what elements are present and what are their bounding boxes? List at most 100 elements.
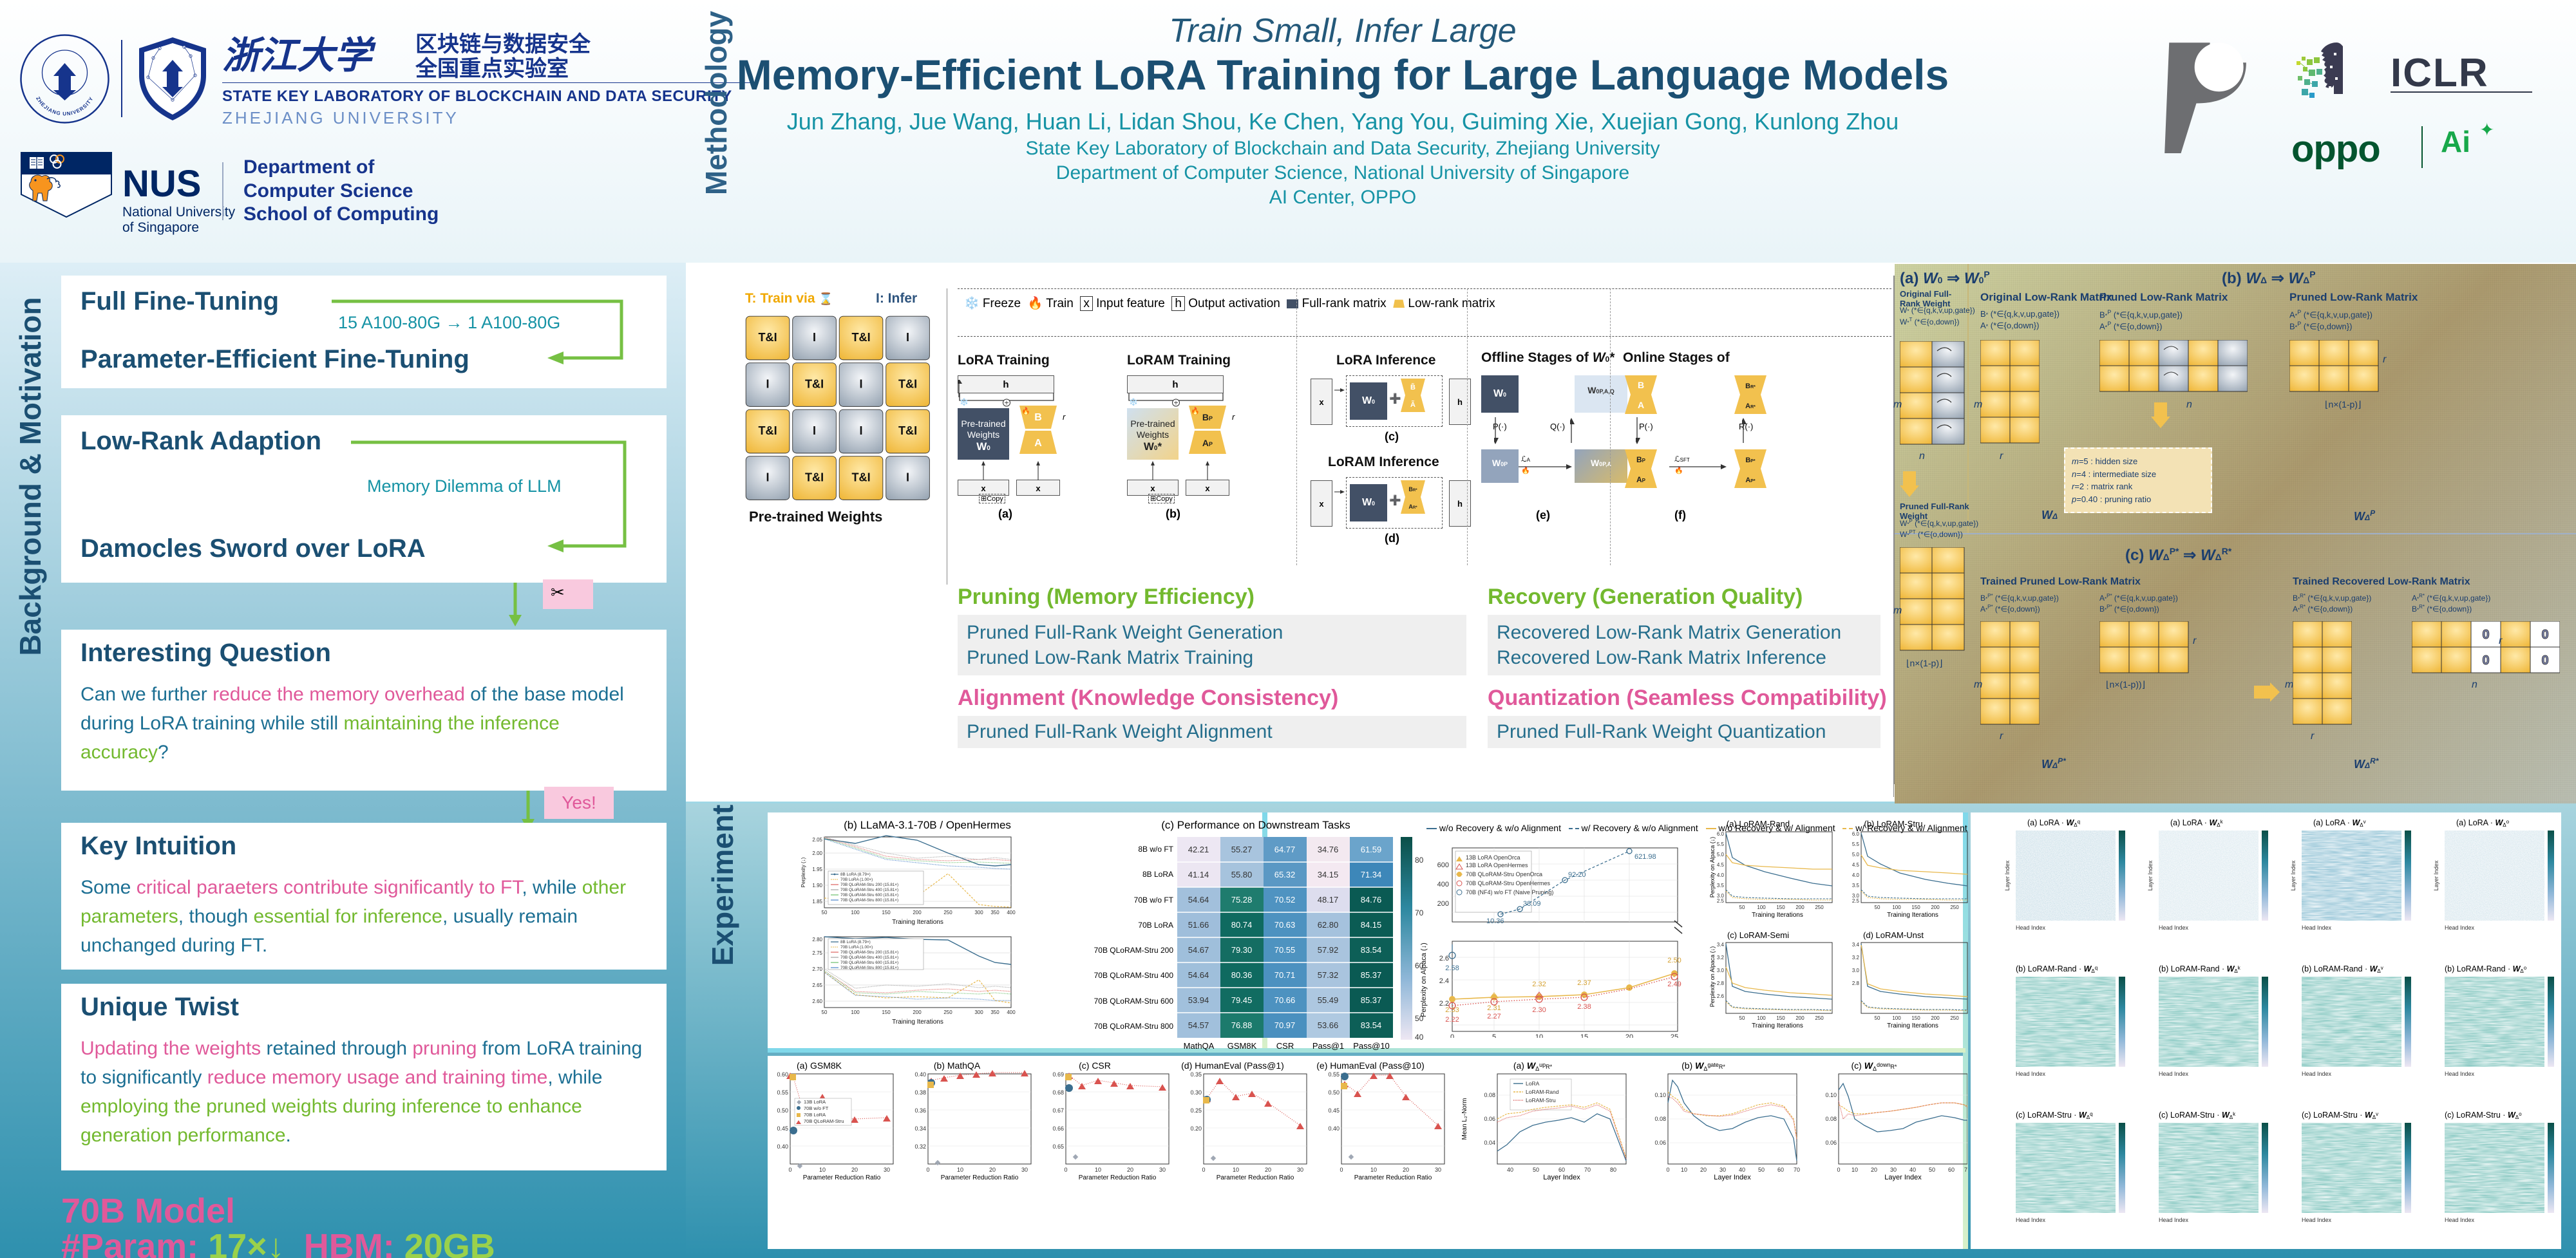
svg-text:83.54: 83.54 bbox=[1361, 1020, 1382, 1030]
svg-text:Layer Index: Layer Index bbox=[2290, 860, 2297, 891]
svg-text:10: 10 bbox=[1095, 1167, 1101, 1173]
svg-text:Layer Index: Layer Index bbox=[1884, 1174, 1922, 1181]
svg-text:1.85: 1.85 bbox=[812, 899, 822, 905]
svg-text:53.94: 53.94 bbox=[1188, 995, 1209, 1005]
svg-text:Head Index: Head Index bbox=[2302, 1071, 2332, 1077]
svg-text:34.15: 34.15 bbox=[1318, 870, 1339, 879]
svg-text:80.74: 80.74 bbox=[1231, 920, 1253, 930]
svg-text:2.4: 2.4 bbox=[1439, 977, 1449, 985]
svg-text:350: 350 bbox=[990, 1009, 999, 1015]
svg-text:10: 10 bbox=[1852, 1167, 1858, 1173]
svg-text:0.40: 0.40 bbox=[777, 1143, 788, 1150]
svg-text:10: 10 bbox=[957, 1167, 963, 1173]
svg-text:48.17: 48.17 bbox=[1318, 895, 1339, 905]
svg-text:0.50: 0.50 bbox=[1328, 1089, 1340, 1096]
svg-text:70B QLoRAM-Stru 800 (15.81×): 70B QLoRAM-Stru 800 (15.81×) bbox=[840, 966, 898, 970]
svg-text:4.0: 4.0 bbox=[1717, 872, 1725, 878]
svg-text:Perplexity (↓): Perplexity (↓) bbox=[800, 857, 806, 887]
svg-text:0.69: 0.69 bbox=[1052, 1071, 1064, 1078]
svg-text:150: 150 bbox=[1776, 905, 1785, 910]
svg-text:Head Index: Head Index bbox=[2302, 1217, 2332, 1223]
svg-text:A: A bbox=[1034, 438, 1042, 449]
svg-text:I: I bbox=[813, 424, 816, 437]
svg-text:0.55: 0.55 bbox=[777, 1089, 788, 1096]
svg-text:0: 0 bbox=[788, 1167, 791, 1173]
svg-text:50: 50 bbox=[1875, 1015, 1880, 1021]
svg-text:0.06: 0.06 bbox=[1484, 1116, 1495, 1122]
svg-text:30: 30 bbox=[1435, 1167, 1441, 1173]
svg-text:250: 250 bbox=[943, 910, 952, 915]
svg-text:0.08: 0.08 bbox=[1825, 1116, 1837, 1122]
svg-text:(c) WΔdownR*: (c) WΔdownR* bbox=[1852, 1061, 1897, 1072]
svg-text:🔥: 🔥 bbox=[1021, 407, 1030, 415]
svg-text:30: 30 bbox=[884, 1167, 890, 1173]
svg-text:Parameter Reduction Ratio: Parameter Reduction Ratio bbox=[1079, 1174, 1157, 1181]
svg-text:2.6: 2.6 bbox=[1717, 993, 1725, 999]
svg-text:50: 50 bbox=[1758, 1167, 1765, 1173]
svg-text:0.20: 0.20 bbox=[1190, 1125, 1202, 1132]
svg-text:70.71: 70.71 bbox=[1274, 970, 1296, 980]
svg-text:70B QLoRAM-Stru 600 (15.81×): 70B QLoRAM-Stru 600 (15.81×) bbox=[840, 893, 898, 897]
svg-text:(b) LoRAM-Rand · WΔk: (b) LoRAM-Rand · WΔk bbox=[2159, 964, 2241, 974]
svg-text:70B QLoRAM-Stru 400 (15.81×): 70B QLoRAM-Stru 400 (15.81×) bbox=[840, 888, 898, 892]
svg-text:70B QLoRAM-Stru 600 (15.81×): 70B QLoRAM-Stru 600 (15.81×) bbox=[840, 961, 898, 965]
svg-text:54.57: 54.57 bbox=[1188, 1020, 1209, 1030]
svg-text:(a) GSM8K: (a) GSM8K bbox=[797, 1061, 842, 1071]
svg-text:350: 350 bbox=[990, 910, 999, 915]
svg-text:(b) LoRAM-Stru: (b) LoRAM-Stru bbox=[1864, 819, 1922, 829]
svg-text:(c) LoRAM-Stru · WΔo: (c) LoRAM-Stru · WΔo bbox=[2445, 1111, 2522, 1120]
svg-text:92.20: 92.20 bbox=[1568, 871, 1586, 879]
svg-text:84.15: 84.15 bbox=[1361, 920, 1382, 930]
svg-text:71.34: 71.34 bbox=[1361, 870, 1382, 879]
svg-text:250: 250 bbox=[943, 1009, 952, 1015]
svg-text:Training Iterations: Training Iterations bbox=[1752, 1022, 1803, 1029]
svg-text:62.80: 62.80 bbox=[1318, 920, 1339, 930]
svg-text:0: 0 bbox=[2482, 653, 2489, 668]
svg-text:Parameter Reduction Ratio: Parameter Reduction Ratio bbox=[1354, 1174, 1432, 1181]
svg-text:84.76: 84.76 bbox=[1361, 895, 1382, 905]
svg-text:Head Index: Head Index bbox=[2016, 925, 2046, 931]
svg-text:3.4: 3.4 bbox=[1717, 942, 1725, 948]
svg-text:2.8: 2.8 bbox=[1717, 981, 1725, 986]
svg-text:5.5: 5.5 bbox=[1717, 841, 1725, 847]
svg-text:85.37: 85.37 bbox=[1361, 970, 1382, 980]
svg-text:100: 100 bbox=[851, 910, 860, 915]
svg-text:B̃: B̃ bbox=[1410, 383, 1416, 391]
svg-text:70B QLoRAM-Stru 200 (15.81×): 70B QLoRAM-Stru 200 (15.81×) bbox=[840, 883, 898, 887]
svg-text:20: 20 bbox=[1700, 1167, 1707, 1173]
svg-text:0.10: 0.10 bbox=[1654, 1092, 1666, 1098]
svg-text:2.30: 2.30 bbox=[1532, 1006, 1546, 1014]
svg-text:A: A bbox=[1638, 400, 1644, 410]
svg-text:40: 40 bbox=[1739, 1167, 1745, 1173]
svg-text:5: 5 bbox=[1492, 1033, 1496, 1038]
svg-text:(b) WΔgateR*: (b) WΔgateR* bbox=[1681, 1061, 1725, 1072]
svg-text:54.64: 54.64 bbox=[1188, 895, 1209, 905]
svg-text:Perplexity on Alpaca (↓): Perplexity on Alpaca (↓) bbox=[1420, 943, 1428, 1017]
svg-text:0.25: 0.25 bbox=[1190, 1107, 1202, 1114]
svg-text:50: 50 bbox=[1929, 1167, 1935, 1173]
svg-text:(c) LoRAM-Stru · WΔv: (c) LoRAM-Stru · WΔv bbox=[2302, 1111, 2378, 1120]
svg-text:600: 600 bbox=[1437, 861, 1449, 869]
svg-text:10: 10 bbox=[1535, 1033, 1543, 1038]
svg-text:10.36: 10.36 bbox=[1486, 917, 1504, 925]
svg-text:2.6: 2.6 bbox=[1439, 955, 1449, 962]
svg-text:70B (NF4) w/o FT (Naive Prunin: 70B (NF4) w/o FT (Naive Pruning) bbox=[1466, 889, 1553, 896]
svg-text:(c) LoRAM-Semi: (c) LoRAM-Semi bbox=[1727, 930, 1789, 940]
svg-text:75.28: 75.28 bbox=[1231, 895, 1253, 905]
svg-text:150: 150 bbox=[1911, 905, 1920, 910]
svg-text:150: 150 bbox=[882, 1009, 891, 1015]
svg-text:2.00: 2.00 bbox=[812, 850, 822, 856]
svg-text:0.67: 0.67 bbox=[1052, 1107, 1064, 1114]
svg-text:0: 0 bbox=[1202, 1167, 1205, 1173]
svg-text:250: 250 bbox=[1950, 905, 1959, 910]
svg-text:2.27: 2.27 bbox=[1487, 1013, 1501, 1020]
svg-text:Head Index: Head Index bbox=[2445, 925, 2475, 931]
svg-text:I: I bbox=[906, 331, 909, 344]
svg-text:(b) LoRAM-Rand · WΔo: (b) LoRAM-Rand · WΔo bbox=[2445, 964, 2527, 974]
svg-text:61.59: 61.59 bbox=[1361, 845, 1382, 854]
svg-text:150: 150 bbox=[882, 910, 891, 915]
svg-text:T&I: T&I bbox=[805, 471, 824, 483]
svg-text:(c) LoRAM-Stru · WΔq: (c) LoRAM-Stru · WΔq bbox=[2016, 1111, 2093, 1120]
svg-text:70B LoRA (1.00×): 70B LoRA (1.00×) bbox=[840, 878, 873, 882]
svg-text:2.5: 2.5 bbox=[1717, 898, 1725, 904]
